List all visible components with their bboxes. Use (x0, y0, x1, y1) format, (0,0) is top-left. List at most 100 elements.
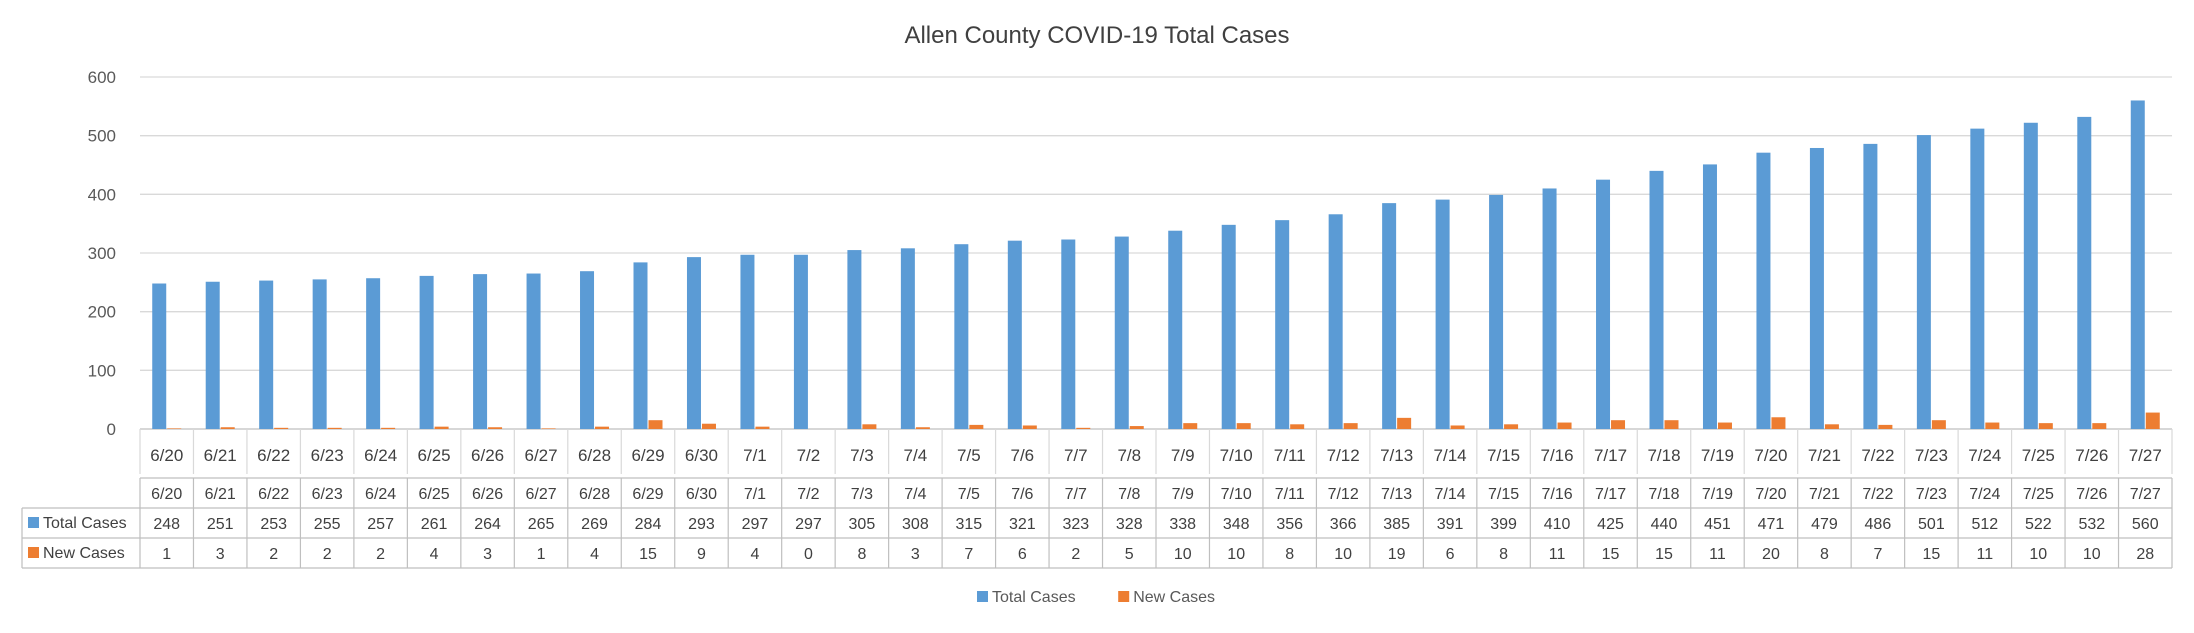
x-tick-label: 6/30 (685, 446, 718, 465)
table-cell-total-cases: 338 (1169, 516, 1196, 533)
x-tick-label: 7/27 (2129, 446, 2162, 465)
table-cell-total-cases: 560 (2132, 516, 2159, 533)
y-tick-label: 600 (88, 68, 116, 87)
bar-new-cases (381, 427, 396, 429)
table-cell-new-cases: 8 (857, 546, 866, 563)
table-cell-new-cases: 15 (1602, 546, 1620, 563)
bar-total-cases (686, 257, 701, 429)
table-header-cell: 7/8 (1118, 486, 1140, 503)
table-cell-new-cases: 2 (269, 546, 278, 563)
table-cell-total-cases: 297 (742, 516, 769, 533)
table-cell-new-cases: 10 (2083, 546, 2101, 563)
table-header-cell: 6/29 (632, 486, 663, 503)
table-header-cell: 7/2 (797, 486, 819, 503)
bar-total-cases (1863, 143, 1878, 429)
table-header-cell: 7/9 (1172, 486, 1194, 503)
table-cell-total-cases: 512 (1971, 516, 1998, 533)
table-cell-total-cases: 251 (207, 516, 234, 533)
table-header-cell: 6/20 (151, 486, 182, 503)
x-tick-label: 7/10 (1220, 446, 1253, 465)
table-cell-total-cases: 366 (1330, 516, 1357, 533)
x-tick-label: 7/17 (1594, 446, 1627, 465)
bar-total-cases (1970, 128, 1985, 430)
table-cell-new-cases: 2 (1071, 546, 1080, 563)
table-cell-total-cases: 308 (902, 516, 929, 533)
bar-new-cases (488, 427, 503, 429)
legend-label: Total Cases (992, 589, 1076, 606)
table-cell-total-cases: 253 (260, 516, 287, 533)
bar-new-cases (2145, 412, 2160, 429)
bar-total-cases (1114, 236, 1129, 429)
table-cell-new-cases: 1 (162, 546, 171, 563)
table-cell-new-cases: 5 (1125, 546, 1134, 563)
table-cell-total-cases: 264 (474, 516, 501, 533)
table-cell-total-cases: 451 (1704, 516, 1731, 533)
x-tick-label: 7/18 (1647, 446, 1680, 465)
table-cell-new-cases: 20 (1762, 546, 1780, 563)
table-cell-new-cases: 10 (2029, 546, 2047, 563)
table-cell-total-cases: 321 (1009, 516, 1036, 533)
bar-new-cases (969, 424, 984, 429)
table-cell-total-cases: 425 (1597, 516, 1624, 533)
bar-new-cases (1878, 424, 1893, 429)
bar-total-cases (419, 275, 434, 429)
table-row-label: Total Cases (43, 515, 127, 532)
bars (152, 100, 2160, 430)
bar-total-cases (1061, 239, 1076, 429)
x-tick-label: 7/20 (1754, 446, 1787, 465)
table-cell-total-cases: 440 (1651, 516, 1678, 533)
table-cell-total-cases: 356 (1276, 516, 1303, 533)
table-cell-total-cases: 257 (367, 516, 394, 533)
y-tick-label: 400 (88, 185, 116, 204)
bar-total-cases (1221, 224, 1236, 429)
table-cell-total-cases: 248 (153, 516, 180, 533)
table-header-cell: 7/19 (1702, 486, 1733, 503)
table-cell-total-cases: 471 (1758, 516, 1785, 533)
table-header-cell: 7/15 (1488, 486, 1519, 503)
bar-total-cases (1542, 188, 1557, 429)
table-cell-new-cases: 8 (1499, 546, 1508, 563)
bar-total-cases (473, 274, 488, 429)
table-cell-new-cases: 10 (1174, 546, 1192, 563)
table-cell-total-cases: 391 (1437, 516, 1464, 533)
table-cell-new-cases: 4 (430, 546, 439, 563)
table-header-cell: 7/26 (2076, 486, 2107, 503)
bar-total-cases (954, 244, 969, 429)
x-tick-label: 6/29 (631, 446, 664, 465)
table-cell-new-cases: 15 (1655, 546, 1673, 563)
table-cell-new-cases: 7 (964, 546, 973, 563)
bar-new-cases (541, 428, 556, 429)
table-cell-new-cases: 8 (1285, 546, 1294, 563)
bar-new-cases (701, 423, 716, 429)
x-tick-label: 7/24 (1968, 446, 2001, 465)
bar-total-cases (2130, 100, 2145, 429)
table-cell-total-cases: 399 (1490, 516, 1517, 533)
table-header-cell: 7/12 (1328, 486, 1359, 503)
table-header-cell: 7/20 (1755, 486, 1786, 503)
table-header-cell: 7/21 (1809, 486, 1840, 503)
x-tick-label: 7/25 (2022, 446, 2055, 465)
table-cell-total-cases: 348 (1223, 516, 1250, 533)
x-tick-label: 7/2 (797, 446, 821, 465)
x-tick-label: 6/26 (471, 446, 504, 465)
bar-total-cases (366, 278, 381, 429)
bar-new-cases (1450, 425, 1465, 429)
x-tick-label: 7/1 (743, 446, 767, 465)
x-tick-label: 6/25 (418, 446, 451, 465)
bar-new-cases (1236, 423, 1251, 429)
table-header-cell: 6/26 (472, 486, 503, 503)
legend-swatch (1118, 591, 1130, 602)
table-header-cell: 7/22 (1862, 486, 1893, 503)
bar-total-cases (1489, 194, 1504, 429)
x-tick-label: 6/27 (525, 446, 558, 465)
bar-new-cases (862, 424, 877, 429)
bar-total-cases (793, 254, 808, 429)
table-cell-new-cases: 3 (216, 546, 225, 563)
x-tick-label: 7/8 (1117, 446, 1141, 465)
table-cell-total-cases: 328 (1116, 516, 1143, 533)
bar-total-cases (1168, 230, 1183, 429)
bar-total-cases (633, 262, 648, 429)
table-cell-new-cases: 6 (1018, 546, 1027, 563)
bar-total-cases (152, 283, 167, 429)
